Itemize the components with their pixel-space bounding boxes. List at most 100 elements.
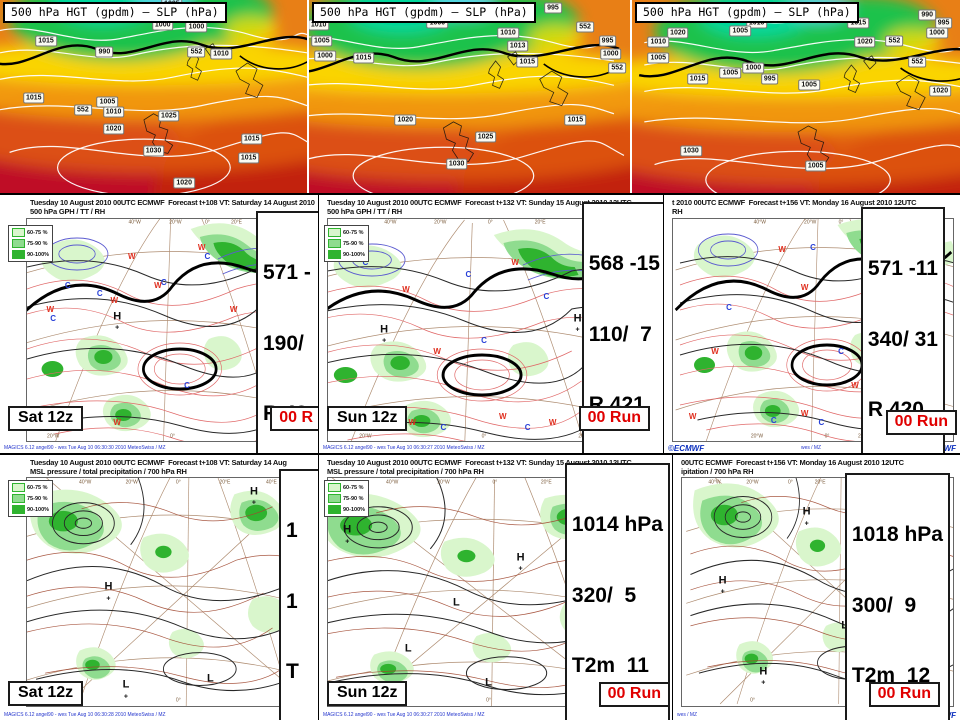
- map-letter: C: [838, 347, 844, 357]
- axis-tick-label: 20°E: [534, 219, 546, 226]
- pressure-label: 1015: [240, 133, 263, 145]
- map-letter: W: [408, 418, 417, 428]
- axis-tick-label: 20°W: [750, 433, 764, 440]
- rh-legend: 60-75 % 75-90 % 90-100%: [8, 480, 54, 517]
- map-letter: W: [127, 251, 136, 261]
- axis-tick-label: 40°E: [265, 479, 277, 486]
- row-gph-tt-rh: Tuesday 10 August 2010 00UTC ECMWF Forec…: [0, 193, 960, 455]
- map-letter: W: [229, 305, 238, 315]
- forecast-panel-mid-sat: Tuesday 10 August 2010 00UTC ECMWF Forec…: [0, 195, 318, 453]
- map-letter: C: [362, 258, 369, 268]
- axis-tick-label: 40°W: [384, 219, 397, 226]
- axis-tick-label: 20°E: [231, 219, 242, 226]
- pressure-label: 1020: [173, 177, 195, 189]
- map-letter: H: [516, 551, 525, 564]
- annotation-line: T2m 11: [571, 654, 649, 678]
- pressure-label: 1000: [742, 62, 765, 74]
- magics-credit: wes / MZ: [800, 445, 821, 451]
- forecast-header-text: Tuesday 10 August 2010 00UTC ECMWF Forec…: [327, 458, 632, 467]
- map-letter: C: [465, 269, 472, 279]
- map-letter: C: [543, 291, 550, 301]
- annotation-line: 300/ 9: [851, 593, 917, 617]
- legend-label: 90-100%: [27, 506, 50, 513]
- map-letter: +: [123, 693, 128, 701]
- map-title: 500 hPa HGT (gpdm) – SLP (hPa): [3, 2, 227, 23]
- pressure-label: 1030: [142, 145, 165, 157]
- map-letter: L: [122, 678, 130, 691]
- pressure-label: 1020: [929, 85, 952, 97]
- forecast-panel-bot-sun: Tuesday 10 August 2010 00UTC ECMWF Forec…: [318, 455, 672, 720]
- map-letter: +: [251, 499, 257, 507]
- axis-tick-label: 20°W: [169, 219, 182, 226]
- pressure-label: 1030: [680, 145, 702, 157]
- map-letter: H: [249, 485, 258, 498]
- gph-map-art: [27, 219, 318, 441]
- panel-header: 00UTC ECMWF Forecast t+156 VT: Monday 16…: [681, 458, 958, 476]
- pressure-label: 1030: [445, 158, 468, 170]
- axis-tick-label: 0°: [824, 433, 830, 440]
- axis-tick-label: 20°E: [540, 479, 552, 486]
- map-letter: C: [818, 418, 825, 428]
- legend-swatch-dark: [328, 250, 341, 259]
- parameter-subtitle: MSL pressure / total precipitation / 700…: [327, 467, 484, 476]
- map-letter: H: [380, 323, 389, 336]
- map-letter: H: [343, 523, 352, 536]
- axis-tick-label: 0°: [487, 219, 493, 226]
- map-letter: H: [113, 310, 122, 323]
- parameter-subtitle: MSL pressure / total precipitation / 700…: [30, 467, 187, 476]
- map-letter: +: [115, 324, 120, 332]
- axis-tick-label: 40°W: [753, 219, 766, 226]
- axis-tick-label: 40°W: [386, 479, 399, 486]
- forecast-header-text: Tuesday 10 August 2010 00UTC ECMWF Forec…: [30, 458, 287, 467]
- parameter-subtitle: 500 hPa GPH / TT / RH: [30, 207, 105, 216]
- map-letter: H: [759, 665, 768, 678]
- map-letter: L: [841, 620, 848, 632]
- pressure-label: 995: [598, 35, 617, 47]
- pressure-label: 1005: [311, 35, 333, 47]
- parameter-subtitle: ipitation / 700 hPa RH: [681, 467, 754, 476]
- pressure-label: 552: [187, 46, 206, 58]
- legend-label: 60-75 %: [343, 484, 364, 491]
- parameter-subtitle: 500 hPa GPH / TT / RH: [327, 207, 402, 216]
- annotation-line: 320/ 5: [571, 583, 637, 607]
- pressure-label: 552: [576, 21, 594, 33]
- pressure-label: 552: [608, 62, 626, 74]
- legend-label: 60-75 %: [343, 229, 364, 236]
- legend-label: 75-90 %: [343, 240, 364, 247]
- pressure-label: 1015: [22, 92, 45, 104]
- map-letter: W: [688, 411, 697, 421]
- map-letter: W: [197, 242, 206, 252]
- map-letter: L: [453, 596, 460, 609]
- pressure-label: 1025: [158, 110, 180, 122]
- pressure-label: 1020: [102, 123, 125, 135]
- map-letter: H: [802, 505, 811, 518]
- pressure-label: 1000: [314, 50, 336, 62]
- map-letter: H: [104, 580, 113, 593]
- forecast-header-text: t 2010 00UTC ECMWF Forecast t+156 VT: Mo…: [672, 198, 917, 207]
- pressure-label: 1015: [564, 114, 587, 126]
- axis-tick-label: 0°: [750, 697, 755, 704]
- pressure-label: 1025: [474, 131, 497, 143]
- pressure-labels-layer: 1005995100010001015990552101010155521005…: [0, 0, 307, 193]
- rh-legend: 60-75 % 75-90 % 90-100%: [8, 225, 54, 262]
- magics-credit: MAGICS 6.12 angel90 - wes Tue Aug 10 06:…: [4, 445, 166, 451]
- hgt-slp-panel-1: 1005995100010001015990552101010155521005…: [0, 0, 307, 193]
- legend-swatch-mid: [328, 239, 341, 248]
- map-letter: C: [160, 278, 167, 288]
- forecast-panel-mid-sun: Tuesday 10 August 2010 00UTC ECMWF Forec…: [318, 195, 663, 453]
- row-msl-precip: Tuesday 10 August 2010 00UTC ECMWF Forec…: [0, 455, 960, 720]
- valid-time-label: Sat 12z: [8, 406, 84, 431]
- map-letter: C: [184, 380, 190, 390]
- map-letter: W: [548, 418, 557, 428]
- pressure-label: 995: [760, 73, 779, 85]
- map-letter: W: [402, 285, 410, 295]
- pressure-label: 1020: [667, 27, 689, 39]
- axis-tick-label: 0°: [492, 479, 498, 486]
- map-letter: C: [50, 313, 57, 323]
- map-letter: W: [110, 296, 119, 306]
- axis-tick-label: 0°: [481, 433, 487, 440]
- map-letter: C: [204, 251, 211, 261]
- pressure-label: 1010: [102, 106, 125, 118]
- axis-tick-label: 0°: [170, 433, 175, 440]
